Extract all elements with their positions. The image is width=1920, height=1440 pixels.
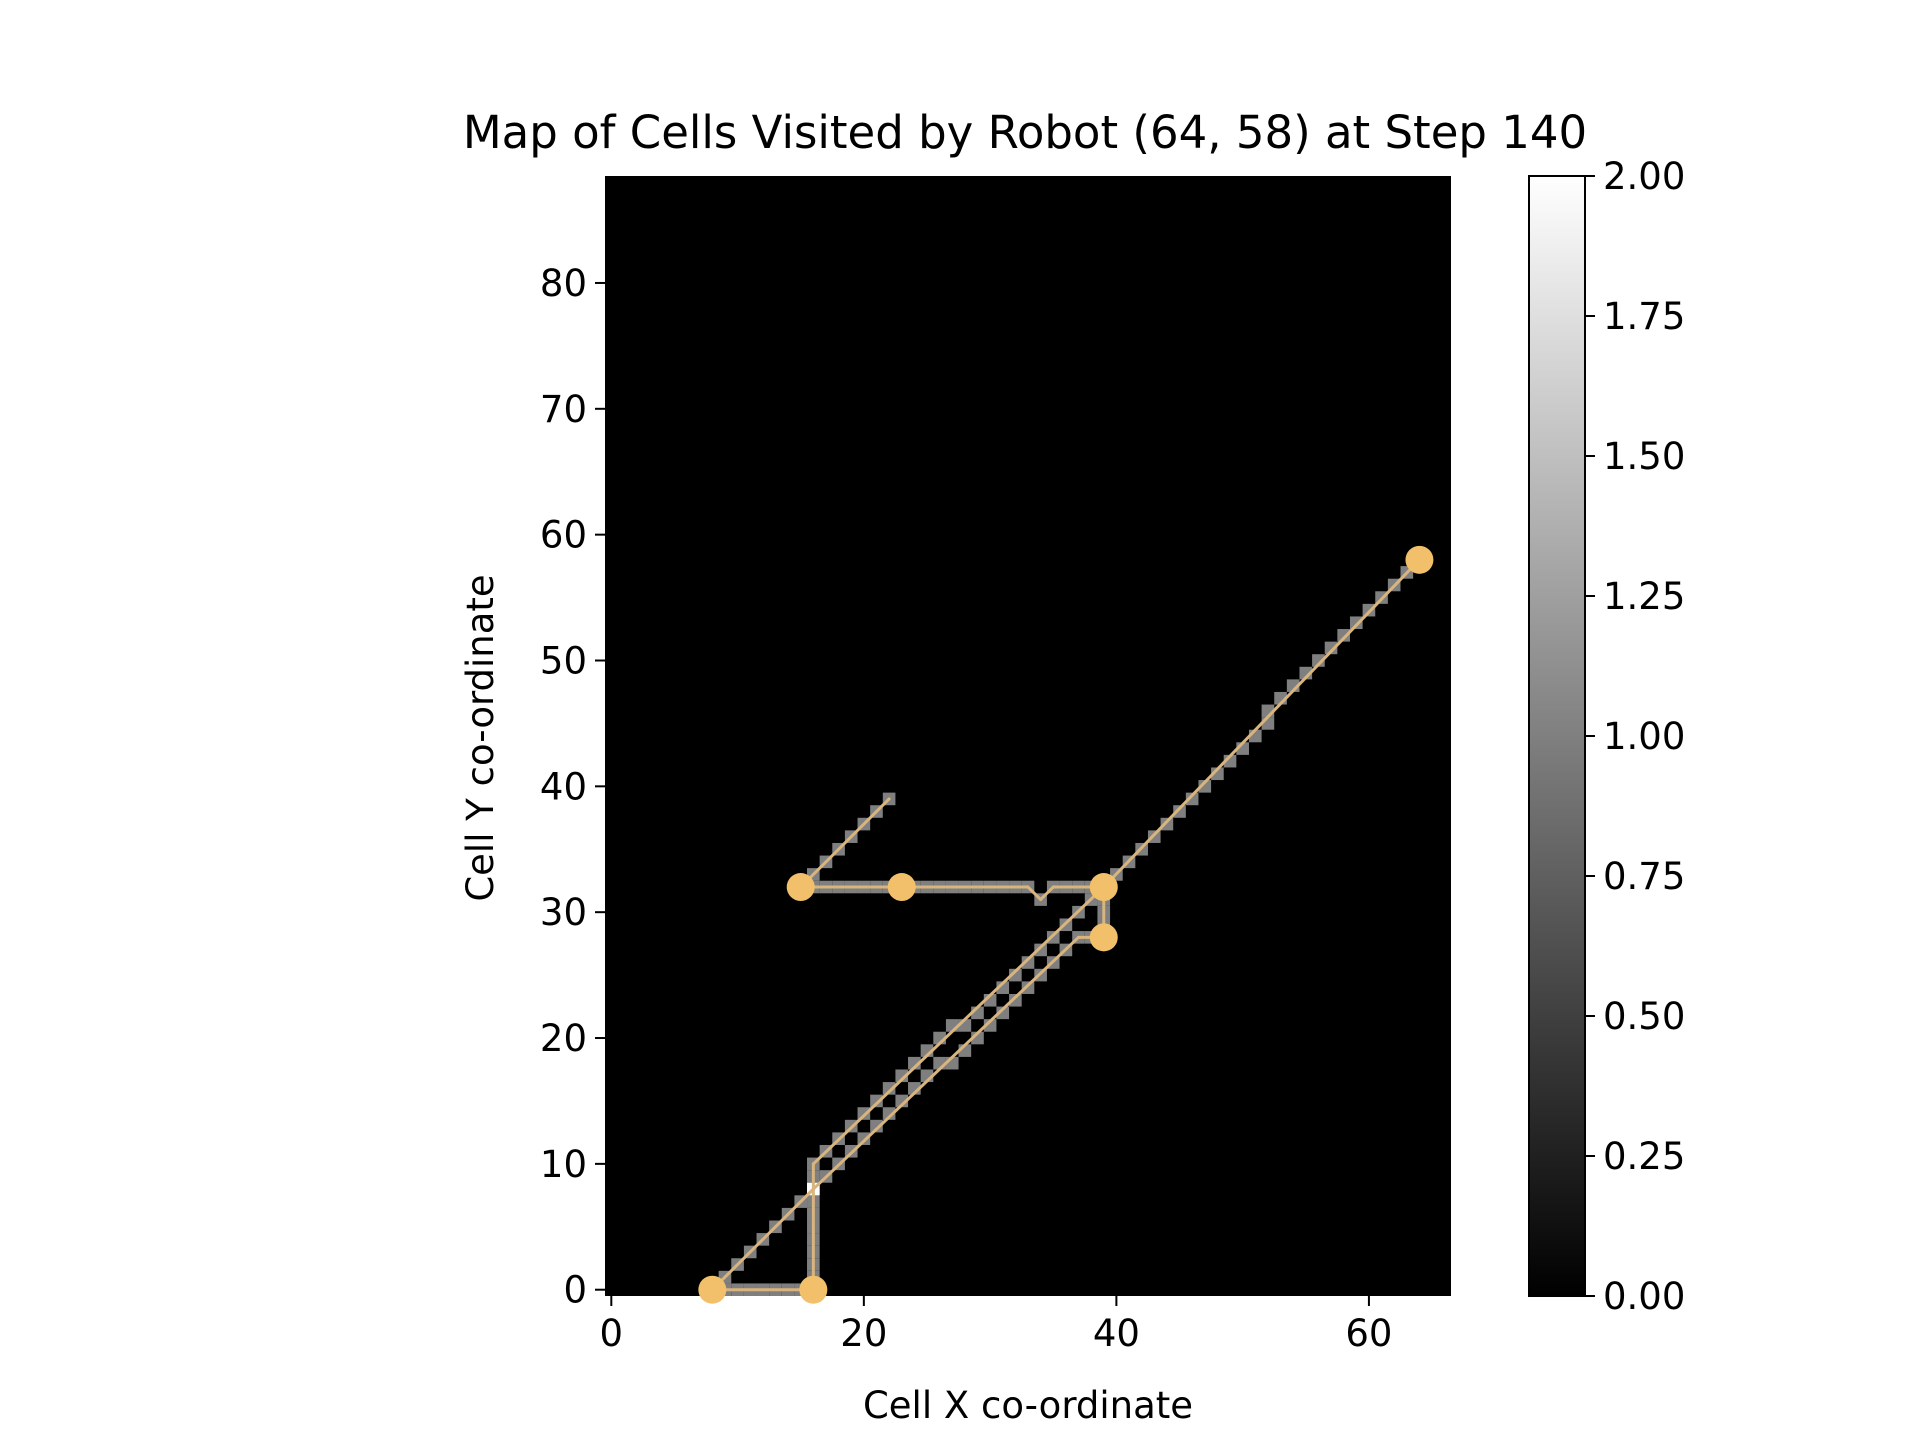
visited-cell xyxy=(882,1107,896,1120)
visited-cell xyxy=(1337,629,1350,642)
x-tick-label: 20 xyxy=(840,1312,887,1355)
visited-cell xyxy=(870,1094,883,1108)
chart-title: Map of Cells Visited by Robot (64, 58) a… xyxy=(463,106,1587,159)
colorbar-tick-label: 0.50 xyxy=(1603,995,1685,1038)
y-axis-label: Cell Y co-ordinate xyxy=(459,574,502,901)
y-tick-label: 70 xyxy=(540,388,587,431)
colorbar-tick-label: 1.75 xyxy=(1603,295,1685,338)
colorbar-tick-label: 0.25 xyxy=(1603,1135,1685,1178)
colorbar-tick-label: 1.25 xyxy=(1603,575,1685,618)
robot-path xyxy=(710,558,1421,1292)
colorbar xyxy=(1528,175,1586,1297)
waypoint-marker xyxy=(1089,923,1118,952)
visited-cell xyxy=(1034,943,1047,957)
visited-cell xyxy=(1312,654,1325,667)
visited-cell xyxy=(1009,968,1022,982)
path-segment xyxy=(799,797,891,889)
y-tick-label: 40 xyxy=(540,765,587,808)
colorbar-tick-label: 0.00 xyxy=(1603,1275,1685,1318)
x-tick-label: 0 xyxy=(600,1312,624,1355)
path-segment xyxy=(811,885,1106,1166)
visited-cell xyxy=(1009,993,1022,1007)
y-tick-label: 20 xyxy=(540,1017,587,1060)
colorbar-tick-label: 1.50 xyxy=(1603,435,1685,478)
y-tick-label: 10 xyxy=(540,1143,587,1186)
waypoint-marker xyxy=(799,1275,828,1304)
path-segment xyxy=(1026,885,1043,902)
colorbar-tick-label: 0.75 xyxy=(1603,855,1685,898)
waypoint-marker xyxy=(887,873,916,902)
colorbar-axis: 0.00 0.25 0.50 0.75 1.00 1.25 1.50 1.75 2.00 xyxy=(1585,155,1685,1318)
visited-cell xyxy=(1324,641,1338,655)
y-tick-label: 30 xyxy=(540,891,587,934)
plot-area xyxy=(605,176,1451,1296)
x-axis-label: Cell X co-ordinate xyxy=(863,1384,1193,1427)
visited-cell xyxy=(870,1119,883,1133)
waypoints xyxy=(698,545,1434,1304)
waypoint-marker xyxy=(1405,545,1434,574)
x-axis: 0 20 40 60 xyxy=(600,1296,1392,1355)
waypoint-marker xyxy=(786,873,815,902)
y-tick-label: 60 xyxy=(540,514,587,557)
y-axis: 0 10 20 30 40 50 60 70 80 xyxy=(540,262,605,1312)
x-tick-label: 60 xyxy=(1345,1312,1392,1355)
visited-cell xyxy=(895,1069,909,1083)
y-tick-label: 50 xyxy=(540,639,587,682)
waypoint-marker xyxy=(1089,873,1118,902)
path-segment xyxy=(811,935,1081,1191)
waypoint-marker xyxy=(698,1275,727,1304)
visited-cell xyxy=(1198,780,1212,793)
visited-cell xyxy=(882,1082,896,1095)
visited-cell xyxy=(857,1132,871,1145)
visited-cell xyxy=(1021,981,1035,994)
x-tick-label: 40 xyxy=(1093,1312,1140,1355)
colorbar-tick-label: 2.00 xyxy=(1603,155,1685,198)
path-segment xyxy=(710,1187,815,1292)
colorbar-tick-label: 1.00 xyxy=(1603,715,1685,758)
y-tick-label: 0 xyxy=(563,1269,587,1312)
visited-cell xyxy=(1021,956,1035,969)
path-segment xyxy=(1102,558,1421,889)
visited-cell xyxy=(1349,616,1363,630)
visited-cell xyxy=(1160,817,1174,831)
visited-cell xyxy=(1173,805,1186,818)
y-tick-label: 80 xyxy=(540,262,587,305)
path-segment xyxy=(1039,885,1055,902)
visited-cell xyxy=(996,1006,1010,1020)
visited-cell xyxy=(1185,792,1199,806)
